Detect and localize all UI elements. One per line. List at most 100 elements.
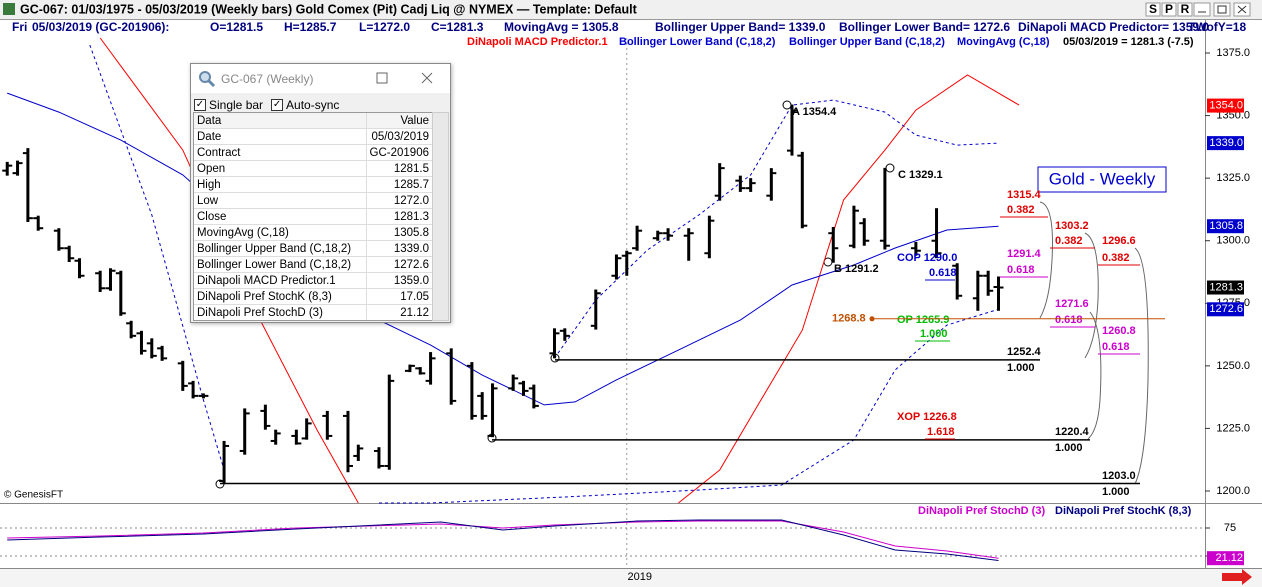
price-bar	[859, 218, 870, 246]
toolbar-button[interactable]	[1177, 2, 1193, 17]
data-table: Data Value Date 05/03/2019 Contract GC-201906…	[193, 112, 433, 321]
table-cell: GC-201906	[365, 144, 432, 161]
table-row: Bollinger Upper Band (C,18,2) 1339.0	[194, 240, 432, 257]
search-icon	[199, 71, 216, 88]
fib-label: 1315.4	[1007, 189, 1042, 201]
close-button[interactable]	[421, 72, 433, 84]
entry-dot	[869, 316, 875, 322]
price-bar	[559, 328, 570, 341]
restore-button[interactable]	[1213, 2, 1231, 17]
price-bar	[33, 215, 44, 231]
legend-entry: DiNapoli Pref StochD (3)	[918, 505, 1045, 517]
price-bar	[477, 392, 488, 420]
price-bar	[136, 330, 147, 355]
price-bar	[22, 148, 33, 222]
info-item: L=1272.0	[359, 20, 410, 34]
axis-tag-label: 1354.0	[1209, 99, 1243, 111]
price-bar	[714, 163, 725, 201]
price-bar	[425, 352, 436, 385]
data-window-controls[interactable]	[376, 69, 446, 89]
fib-label: 1271.6	[1055, 298, 1089, 310]
table-cell: 1272.0	[365, 192, 432, 209]
pivot-label: C 1329.1	[898, 169, 943, 181]
table-header: Data Value	[194, 113, 432, 129]
info-item: Bollinger Lower Band= 1272.6	[839, 20, 1010, 34]
checkbox-option[interactable]: ✓ Auto-sync	[271, 98, 339, 112]
table-row: Contract GC-201906	[194, 144, 432, 161]
data-window-title: GC-067 (Weekly)	[221, 72, 314, 86]
price-bar	[12, 160, 23, 176]
table-cell: Open	[194, 160, 367, 177]
price-bar	[652, 230, 663, 241]
table-cell: 1359.0	[365, 272, 432, 289]
fib-label: 1260.8	[1102, 325, 1136, 337]
fib-ratio: 0.618	[1055, 314, 1083, 326]
panel: 1200.01225.01250.01275.01300.01325.01350…	[2, 37, 1250, 583]
toolbar-button[interactable]	[1145, 2, 1161, 17]
scroll-arrow[interactable]	[1222, 569, 1252, 585]
series-line	[7, 92, 999, 406]
table-cell: Low	[194, 192, 367, 209]
minimize-button[interactable]	[1193, 2, 1211, 17]
header-cell: Value	[365, 113, 432, 129]
price-bar	[74, 258, 85, 279]
fib-ratio: 1.000	[1007, 362, 1035, 374]
toolbar-button-label: P	[1165, 2, 1173, 16]
fib-ratio: 0.382	[1055, 235, 1083, 247]
price-bar	[621, 250, 632, 276]
fib-label: 1303.2	[1055, 220, 1089, 232]
price-bar	[64, 245, 75, 262]
axis-tag	[1207, 136, 1244, 151]
price-bar	[105, 268, 116, 291]
data-window[interactable]: GC-067 (Weekly) ✓ Single bar ✓ Auto-sync Da…	[190, 63, 451, 323]
title-bar	[0, 0, 1262, 19]
legend-entry: Bollinger Upper Band (C,18,2)	[789, 36, 945, 48]
panel: 257521.12	[0, 519, 1244, 566]
price-bar	[373, 447, 384, 469]
table-cell: Date	[194, 128, 367, 145]
price-bar	[508, 374, 519, 391]
table-cell: 1272.6	[365, 256, 432, 273]
pivot-marker	[782, 100, 792, 110]
window-controls[interactable]	[1193, 2, 1251, 17]
toolbar-button[interactable]	[1161, 2, 1177, 17]
checkbox-option[interactable]: ✓ Single bar	[194, 98, 263, 112]
price-bar	[931, 208, 942, 259]
fib-label: 1296.6	[1102, 235, 1136, 247]
table-cell: Contract	[194, 144, 367, 161]
scrollbar[interactable]	[432, 112, 449, 321]
price-bar	[270, 429, 281, 445]
table-cell: 1281.5	[365, 160, 432, 177]
maximize-button[interactable]	[376, 72, 388, 84]
legend-entry: DiNapoli MACD Predictor.1	[467, 36, 608, 48]
price-bar	[239, 408, 250, 455]
fib-ratio: 0.618	[1102, 341, 1130, 353]
table-row: MovingAvg (C,18) 1305.8	[194, 224, 432, 241]
fib-ratio: 0.382	[1007, 204, 1035, 216]
checkbox[interactable]: ✓	[271, 99, 284, 111]
info-item: 05/03/2019 (GC-201906):	[32, 20, 169, 34]
price-bar	[590, 289, 601, 330]
info-item: O=1281.5	[210, 20, 263, 34]
option-label: Single bar	[209, 98, 264, 112]
price-bar	[735, 175, 746, 192]
price-bar	[2, 161, 13, 176]
icon	[199, 71, 211, 83]
toolbar-button-label: R	[1181, 2, 1190, 16]
price-bar	[198, 393, 209, 399]
fib-label: 1252.4	[1007, 346, 1042, 358]
axis-tag	[1207, 219, 1244, 234]
table-row: Close 1281.3	[194, 208, 432, 225]
axis-tag	[1207, 280, 1244, 295]
axis-tag-label: 1272.6	[1209, 303, 1243, 315]
legend-entry: MovingAvg (C,18)	[957, 36, 1050, 48]
icon	[1217, 5, 1227, 14]
price-bar	[466, 362, 477, 420]
table-cell: Close	[194, 208, 367, 225]
checkbox[interactable]: ✓	[194, 99, 206, 111]
info-item: TWofY=18	[1188, 20, 1246, 34]
price-bar	[95, 270, 106, 293]
price-bar	[446, 348, 457, 405]
